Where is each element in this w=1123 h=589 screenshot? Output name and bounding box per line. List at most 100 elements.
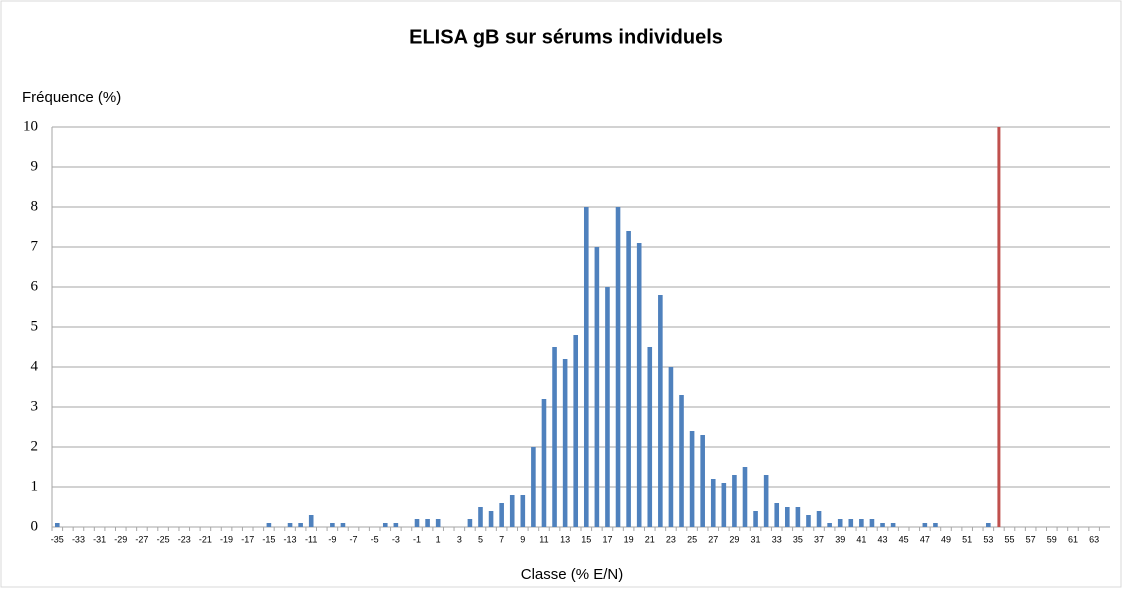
- bar: [710, 479, 716, 527]
- y-tick-label: 7: [31, 238, 39, 254]
- x-tick-label: -17: [241, 534, 254, 544]
- bar: [859, 519, 864, 527]
- x-tick-label: -15: [262, 534, 275, 544]
- x-tick-label: 51: [962, 534, 972, 544]
- x-tick-label: 27: [708, 534, 718, 544]
- bar: [880, 523, 885, 527]
- bar: [668, 367, 674, 527]
- x-tick-label: 25: [687, 534, 697, 544]
- bar: [679, 395, 684, 527]
- x-tick-label: -5: [371, 534, 379, 544]
- x-tick-label: 23: [666, 534, 676, 544]
- y-tick-label: 0: [31, 518, 39, 534]
- x-tick-label: 19: [624, 534, 634, 544]
- chart-title: ELISA gB sur sérums individuels: [409, 26, 723, 48]
- x-tick-label: 45: [899, 534, 909, 544]
- x-tick-label: 61: [1068, 534, 1078, 544]
- x-tick-label: -23: [178, 534, 191, 544]
- bar: [520, 495, 526, 527]
- x-tick-label: 31: [751, 534, 761, 544]
- bar: [594, 247, 600, 527]
- x-tick-label: 3: [457, 534, 462, 544]
- bar: [837, 519, 843, 527]
- x-tick-label: -29: [114, 534, 127, 544]
- x-tick-label: 13: [560, 534, 570, 544]
- x-tick-label: -35: [51, 534, 64, 544]
- bar: [414, 519, 420, 527]
- bar: [308, 515, 314, 527]
- x-tick-label: -3: [392, 534, 400, 544]
- bar: [700, 435, 705, 527]
- x-tick-label: 43: [878, 534, 888, 544]
- bar: [647, 347, 653, 527]
- x-tick-label: 39: [835, 534, 845, 544]
- bar: [488, 511, 494, 527]
- x-tick-label: -13: [284, 534, 297, 544]
- x-tick-label: 33: [772, 534, 782, 544]
- x-tick-label: -19: [220, 534, 233, 544]
- bar: [795, 507, 801, 527]
- x-tick-label: 29: [729, 534, 739, 544]
- bar: [615, 207, 621, 527]
- x-tick-label: 5: [478, 534, 483, 544]
- bar: [467, 519, 473, 527]
- x-tick-label: -11: [305, 534, 317, 544]
- bar: [806, 515, 811, 527]
- bar: [753, 511, 758, 527]
- bar: [816, 511, 822, 527]
- bar: [605, 287, 610, 527]
- bar: [763, 475, 769, 527]
- bar: [298, 523, 303, 527]
- bar: [922, 523, 928, 527]
- x-tick-label: 17: [602, 534, 612, 544]
- y-tick-label: 5: [31, 318, 39, 334]
- bar: [636, 243, 642, 527]
- x-tick-label: 7: [499, 534, 504, 544]
- bar: [541, 399, 547, 527]
- bar: [774, 503, 780, 527]
- bar: [890, 523, 896, 527]
- bar: [732, 475, 737, 527]
- x-tick-label: 53: [983, 534, 993, 544]
- bar: [340, 523, 346, 527]
- bar: [266, 523, 272, 527]
- x-tick-label: 11: [539, 534, 548, 544]
- bar: [986, 523, 991, 527]
- bar: [531, 447, 536, 527]
- x-tick-label: 21: [645, 534, 655, 544]
- bar: [435, 519, 441, 527]
- x-tick-label: -21: [199, 534, 212, 544]
- x-tick-label: -31: [93, 534, 106, 544]
- bar: [382, 523, 388, 527]
- y-tick-label: 2: [31, 438, 39, 454]
- x-tick-label: 9: [520, 534, 525, 544]
- x-tick-label: 49: [941, 534, 951, 544]
- x-axis-label: Classe (% E/N): [521, 566, 624, 583]
- bar: [330, 523, 335, 527]
- bar: [393, 523, 399, 527]
- bar: [478, 507, 483, 527]
- x-tick-label: 59: [1047, 534, 1057, 544]
- bar: [573, 335, 579, 527]
- y-tick-label: 8: [31, 198, 39, 214]
- bar: [499, 503, 504, 527]
- x-tick-label: -33: [72, 534, 85, 544]
- x-tick-label: 57: [1026, 534, 1036, 544]
- x-tick-label: -1: [413, 534, 421, 544]
- x-tick-label: 1: [436, 534, 441, 544]
- bar: [869, 519, 875, 527]
- x-tick-label: 47: [920, 534, 930, 544]
- x-tick-label: 37: [814, 534, 824, 544]
- bar: [689, 431, 695, 527]
- y-tick-label: 1: [31, 478, 39, 494]
- bar: [552, 347, 557, 527]
- x-tick-label: -25: [157, 534, 170, 544]
- bar: [509, 495, 515, 527]
- y-tick-label: 4: [31, 358, 39, 374]
- bar: [721, 483, 727, 527]
- y-tick-label: 10: [23, 118, 38, 134]
- bar: [785, 507, 790, 527]
- y-tick-label: 6: [31, 278, 39, 294]
